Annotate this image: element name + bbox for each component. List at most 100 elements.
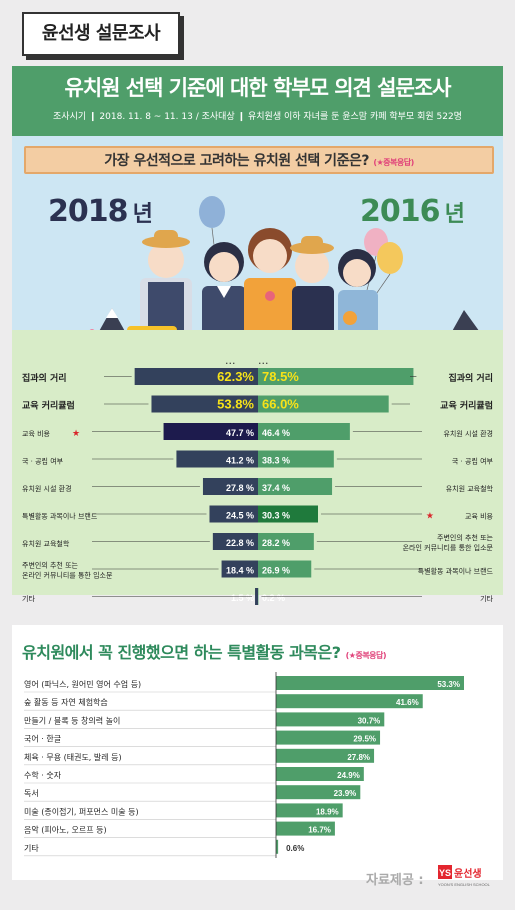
value-label-2018: 1.5 % [231, 593, 254, 603]
logo-mark: YS [439, 868, 451, 878]
category-2016: 교육 비용 [465, 512, 494, 521]
bar-2018 [221, 560, 258, 578]
q1-title-text: 가장 우선적으로 고려하는 유치원 선택 기준은? [104, 153, 369, 169]
period: 2018. 11. 8 ~ 11. 13 [99, 112, 193, 122]
category-label: 독서 [24, 789, 39, 798]
category-2016: 국 · 공립 여부 [452, 457, 494, 466]
value-label-2018: 41.2 % [226, 456, 254, 466]
bar-2016 [258, 395, 389, 413]
value-label: 30.7% [358, 716, 381, 725]
bar-2016 [258, 533, 314, 550]
child-4-icon [290, 236, 334, 340]
bar-2018 [212, 533, 258, 550]
bar-2016 [258, 423, 350, 440]
logo-sub: YOON'S ENGLISH SCHOOL [438, 882, 491, 887]
value-label: 27.8% [347, 753, 370, 762]
value-label: 24.9% [337, 771, 360, 780]
category-2016: 기타 [480, 594, 493, 603]
credit-label: 자료제공 : [366, 873, 424, 888]
value-label: 29.5% [353, 735, 376, 744]
bar-2016 [258, 368, 414, 385]
value-label: 53.3% [437, 680, 460, 689]
q2-note: (★중복응답) [345, 651, 387, 660]
category-2018: 국 · 공립 여부 [22, 457, 64, 466]
star-icon: ★ [72, 429, 80, 439]
bar [276, 821, 335, 836]
year-left-label: 2018 년 [48, 194, 153, 229]
category-label: 만들기 / 블록 등 창의력 놀이 [24, 715, 120, 725]
bar [276, 712, 385, 727]
logo-name: 윤선생 [454, 867, 482, 880]
chart1-butterfly: 62.3% 집과의 거리 53.8% 교육 커리큘럼 47.7 % 교육 비용 ★ 41.2 … [22, 368, 494, 605]
category-2018: 특별활동 과목이나 브랜드 [22, 512, 98, 521]
bar-2016 [258, 560, 312, 578]
child-3-icon [244, 228, 296, 340]
q2-title: 유치원에서 꼭 진행했으면 하는 특별활동 과목은? (★중복응답) [22, 639, 387, 663]
bar [276, 839, 279, 854]
year-left: 2018 [48, 194, 128, 229]
category-2016: 주변인의 추천 또는 [437, 533, 494, 542]
category-label: 영어 (파닉스, 원어민 영어 수업 등) [24, 679, 141, 689]
value-label-2016: 78.5% [262, 369, 299, 384]
header-band [12, 66, 503, 136]
category-2018: 유치원 시설 환경 [22, 484, 72, 493]
value-label-2016: 38.3 % [262, 456, 290, 466]
yoons-logo-icon: YS 윤선생 YOON'S ENGLISH SCHOOL [438, 865, 491, 887]
value-label-2018: 47.7 % [226, 428, 254, 438]
survey-info: 조사시기 ❙ 2018. 11. 8 ~ 11. 13 / 조사대상 ❙ 유치원… [53, 112, 462, 122]
value-label-2018: 53.8% [217, 397, 254, 412]
value-label: 41.6% [396, 698, 419, 707]
bar-2018 [176, 450, 258, 468]
category-2018: 기타 [22, 594, 35, 603]
value-label-2016: 46.4 % [262, 428, 290, 438]
year-right-label: 2016 년 [360, 194, 465, 229]
bar-2018 [202, 478, 258, 495]
value-label: 0.6% [286, 844, 304, 853]
q1-title: 가장 우선적으로 고려하는 유치원 선택 기준은? (★중복응답) [24, 150, 494, 170]
category-label: 숲 활동 등 자연 체험학습 [24, 697, 108, 707]
value-label-2018: 62.3% [217, 369, 254, 384]
bar [276, 730, 381, 745]
value-label-2016: 30.3 % [262, 511, 290, 521]
bar-2018 [209, 505, 258, 523]
value-label-2016: 26.9 % [262, 566, 290, 576]
category-label: 수학 · 숫자 [24, 770, 62, 780]
year-left-suffix: 년 [132, 202, 153, 227]
bar [276, 748, 375, 763]
category-2016: 특별활동 과목이나 브랜드 [418, 567, 494, 576]
q1-note: (★중복응답) [373, 158, 414, 167]
child-5-icon [338, 249, 378, 340]
value-label-2018: 24.5 % [226, 511, 254, 521]
category-label: 기타 [24, 844, 39, 853]
category-label: 국어 · 한글 [24, 734, 61, 744]
dots-left: ... [225, 354, 236, 367]
bar-2016 [258, 505, 318, 523]
value-label-2016: 28.2 % [262, 538, 290, 548]
value-label: 18.9% [316, 807, 339, 816]
category-2018: 유치원 교육철학 [22, 539, 70, 548]
year-right-suffix: 년 [444, 202, 465, 227]
bar-2016 [258, 478, 333, 495]
value-label-2018: 22.8 % [226, 538, 254, 548]
category-2016: 유치원 교육철학 [446, 484, 494, 493]
category-2016: 유치원 시설 환경 [443, 429, 493, 438]
child-2-icon [202, 242, 246, 340]
value-label-2018: 18.4 % [226, 566, 254, 576]
q1-banner [24, 146, 494, 174]
star-icon: ★ [426, 512, 434, 522]
category-2018: 집과의 거리 [22, 372, 67, 384]
category-2018: 온라인 커뮤니티를 통한 입소문 [22, 571, 113, 580]
bar [276, 785, 361, 800]
value-label-2016: 66.0% [262, 397, 299, 412]
period-label: 조사시기 [53, 112, 87, 122]
target-label: 조사대상 [201, 112, 235, 122]
year-right: 2016 [360, 194, 440, 229]
target: 유치원생 이하 자녀를 둔 윤스맘 카페 학부모 회원 522명 [248, 112, 462, 122]
category-label: 음악 (피아노, 오르프 등) [24, 825, 107, 835]
bar [276, 694, 423, 709]
survey-badge: 윤선생 설문조사 [22, 12, 180, 56]
category-2018: 주변인의 추천 또는 [22, 561, 79, 570]
child-1-icon [140, 230, 192, 340]
q2-title-text: 유치원에서 꼭 진행했으면 하는 특별활동 과목은? [22, 643, 341, 662]
